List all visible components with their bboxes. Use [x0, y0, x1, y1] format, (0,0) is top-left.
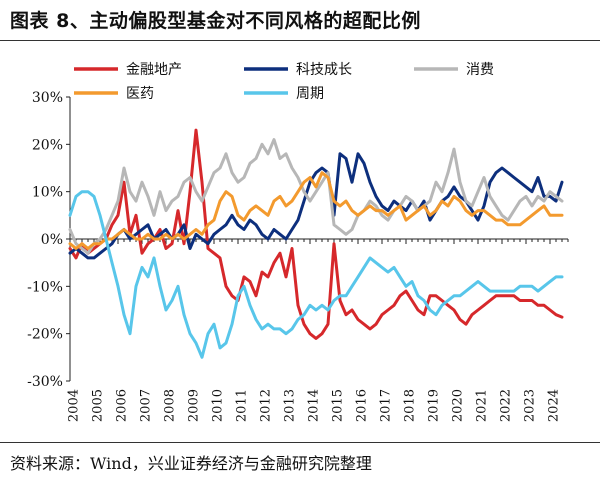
- x-tick-label: 2020: [451, 389, 466, 422]
- top-rule: [0, 40, 600, 41]
- x-tick-label: 2023: [523, 389, 538, 422]
- series-line-周期: [68, 190, 564, 359]
- y-tick-label: 10%: [32, 185, 63, 201]
- legend-item: 消费: [414, 62, 494, 78]
- x-tick-label: 2007: [139, 389, 154, 422]
- source-note: 资料来源：Wind，兴业证券经济与金融研究院整理: [10, 454, 372, 473]
- x-tick-label: 2009: [187, 389, 202, 422]
- y-axis: -30% -20% -10% 0% 10% 20% 30%: [27, 90, 71, 390]
- legend-item: 医药: [74, 86, 154, 102]
- series-line-科技成长: [68, 152, 564, 260]
- legend-label: 科技成长: [296, 62, 352, 78]
- x-tick-label: 2008: [163, 389, 178, 422]
- x-tick-label: 2017: [379, 389, 394, 422]
- x-tick-label: 2005: [91, 389, 106, 422]
- legend-label: 医药: [126, 86, 154, 102]
- x-axis: 2004 2005 2006 2007 2008 2009 2010 2011 2012 2013…: [67, 238, 569, 422]
- legend-item: 金融地产: [74, 62, 182, 78]
- x-tick-label: 2012: [259, 389, 274, 422]
- x-tick-label: 2022: [499, 389, 514, 422]
- plot-area: [68, 128, 564, 359]
- series-line-医药: [68, 171, 564, 250]
- y-tick-label: -30%: [27, 374, 63, 390]
- y-tick-label: -10%: [27, 279, 63, 295]
- x-tick-label: 2016: [355, 389, 370, 422]
- x-tick-label: 2014: [307, 389, 322, 422]
- legend-label: 金融地产: [126, 62, 182, 78]
- x-tick-label: 2019: [427, 389, 442, 422]
- x-tick-label: 2010: [211, 389, 226, 422]
- x-tick-label: 2006: [115, 389, 130, 422]
- bottom-rule: [0, 442, 600, 443]
- legend-item: 周期: [244, 86, 324, 102]
- x-tick-label: 2004: [67, 389, 82, 422]
- x-tick-label: 2013: [283, 389, 298, 422]
- x-tick-label: 2018: [403, 389, 418, 422]
- figure-title: 图表 8、主动偏股型基金对不同风格的超配比例: [10, 10, 421, 32]
- x-tick-label: 2021: [475, 389, 490, 422]
- legend-label: 周期: [296, 86, 324, 102]
- legend-label: 消费: [466, 62, 494, 78]
- y-tick-label: 0%: [41, 232, 63, 248]
- series-line-消费: [68, 138, 564, 255]
- y-tick-label: -20%: [27, 327, 63, 343]
- y-tick-label: 20%: [32, 137, 63, 153]
- y-tick-label: 30%: [32, 90, 63, 106]
- legend-item: 科技成长: [244, 62, 352, 78]
- series-line-金融地产: [68, 128, 564, 340]
- x-tick-label: 2024: [547, 389, 562, 422]
- x-tick-label: 2011: [235, 389, 250, 422]
- x-tick-label: 2015: [331, 389, 346, 422]
